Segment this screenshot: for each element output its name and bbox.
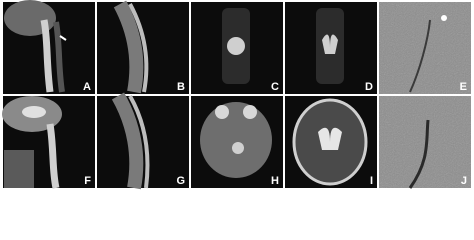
spinal-cord <box>128 3 149 93</box>
panel-image <box>97 96 189 188</box>
panel-label: E <box>460 81 467 93</box>
marker <box>441 15 447 21</box>
spinal-cord <box>46 123 60 189</box>
panel-label: H <box>271 175 279 187</box>
panel-label: B <box>177 81 185 93</box>
vertebrae <box>53 21 65 93</box>
spinal-cord <box>40 19 54 93</box>
vertebrae <box>111 92 144 190</box>
panel-label: F <box>84 175 91 187</box>
image-noise <box>379 96 471 188</box>
fov <box>316 8 344 84</box>
eye <box>215 105 229 119</box>
panel-label: J <box>461 175 467 187</box>
panel-label: C <box>271 81 279 93</box>
head <box>200 102 272 178</box>
face <box>4 150 34 188</box>
vertebrae <box>113 0 144 94</box>
spinal-cord <box>128 95 150 189</box>
arrow <box>59 35 67 41</box>
ventricle <box>22 106 46 118</box>
eye <box>243 105 257 119</box>
ventricle <box>322 34 338 54</box>
vessel <box>409 19 431 93</box>
ventricle <box>318 127 342 150</box>
panel-labels: A B C D E F G H I J <box>83 81 467 187</box>
image-content <box>2 0 447 190</box>
ventricle <box>227 37 245 55</box>
panel-label: G <box>176 175 185 187</box>
panel-label: A <box>83 81 91 93</box>
figure: A B C D E F G H I J <box>2 0 471 190</box>
vessel <box>408 119 430 189</box>
ventricle <box>232 142 244 154</box>
panel-label: D <box>365 81 373 93</box>
panel-label: I <box>370 175 373 187</box>
